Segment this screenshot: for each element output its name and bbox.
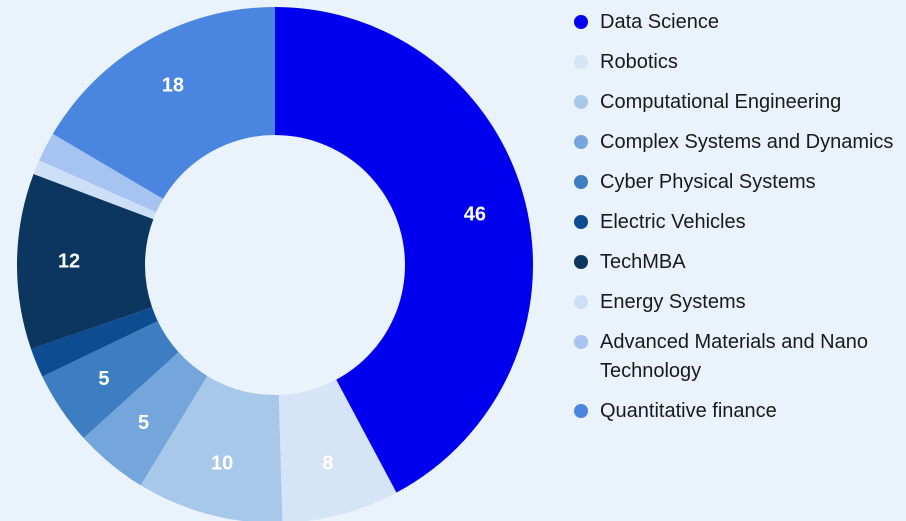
slice — [278, 379, 397, 521]
legend-swatch — [574, 335, 588, 349]
legend-item: Advanced Materials and Nano Technology — [572, 328, 906, 386]
legend-label: TechMBA — [600, 251, 686, 273]
data-label: 12 — [58, 250, 80, 272]
slice — [42, 321, 179, 439]
legend-label: Complex Systems and Dynamics — [600, 131, 894, 153]
legend-label: Data Science — [600, 11, 719, 33]
data-label: 5 — [138, 412, 149, 434]
slice — [52, 7, 276, 199]
slice — [83, 352, 208, 486]
legend-swatch — [574, 215, 588, 229]
legend-item: Computational Engineering — [572, 88, 906, 117]
legend-item: Energy Systems — [572, 288, 906, 317]
legend-swatch — [574, 295, 588, 309]
slice — [33, 160, 157, 220]
legend-swatch — [574, 404, 588, 418]
legend-swatch — [574, 135, 588, 149]
legend-label: Computational Engineering — [600, 91, 842, 113]
legend-item: Robotics — [572, 48, 906, 77]
slice — [140, 375, 283, 521]
legend-item: TechMBA — [572, 248, 906, 277]
data-label: 46 — [464, 203, 486, 225]
legend-item: Data Science — [572, 8, 906, 37]
legend-swatch — [574, 55, 588, 69]
legend-swatch — [574, 175, 588, 189]
legend-label: Advanced Materials and Nano Technology — [600, 331, 868, 382]
chart: 46 8 10 5 5 12 18 — [16, 7, 533, 521]
slice — [39, 133, 164, 213]
slice — [275, 7, 533, 493]
data-label: 5 — [98, 368, 109, 390]
data-label: 10 — [211, 452, 233, 474]
legend-item: Cyber Physical Systems — [572, 168, 906, 197]
data-label: 8 — [322, 452, 333, 474]
slice — [16, 174, 154, 349]
legend-item: Complex Systems and Dynamics — [572, 128, 906, 157]
legend-label: Electric Vehicles — [600, 211, 746, 233]
legend-label: Robotics — [600, 51, 678, 73]
data-label: 18 — [162, 74, 184, 96]
legend-swatch — [574, 255, 588, 269]
legend-swatch — [574, 95, 588, 109]
legend: Data Science Robotics Computational Engine… — [572, 8, 906, 426]
slice — [31, 307, 158, 377]
legend-item: Electric Vehicles — [572, 208, 906, 237]
legend-item: Quantitative finance — [572, 397, 906, 426]
legend-swatch — [574, 15, 588, 29]
legend-label: Energy Systems — [600, 291, 746, 313]
legend-label: Quantitative finance — [600, 400, 777, 422]
legend-label: Cyber Physical Systems — [600, 171, 816, 193]
